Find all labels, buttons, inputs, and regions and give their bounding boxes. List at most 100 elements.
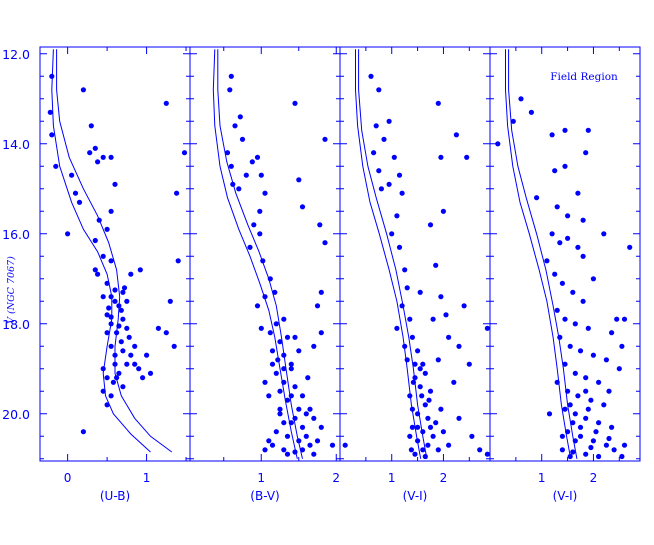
star-point	[128, 271, 134, 277]
star-point	[267, 276, 273, 282]
x-axis-label: (U-B)	[100, 489, 130, 503]
star-point	[404, 285, 410, 291]
star-point	[565, 429, 571, 435]
star-point	[376, 168, 382, 174]
star-point	[562, 406, 568, 412]
star-point	[251, 222, 257, 228]
star-point	[565, 235, 571, 241]
star-point	[580, 217, 586, 223]
star-point	[318, 424, 324, 430]
star-point	[373, 123, 379, 129]
star-point	[329, 442, 336, 448]
star-point	[163, 330, 169, 336]
star-point	[140, 375, 146, 381]
star-point	[292, 384, 298, 390]
star-point	[409, 424, 415, 430]
star-point	[257, 208, 263, 214]
star-point	[583, 388, 589, 394]
star-point	[396, 244, 403, 250]
star-point	[228, 163, 234, 169]
star-point	[299, 204, 306, 210]
y-tick-label: 12.0	[2, 47, 30, 62]
panel-contents	[47, 49, 633, 460]
isochrone-2	[508, 49, 578, 459]
star-point	[247, 244, 253, 250]
x-tick-label: 2	[590, 471, 598, 485]
star-point	[272, 289, 278, 295]
star-point	[572, 321, 578, 327]
star-point	[281, 316, 287, 322]
isochrone-2	[358, 49, 428, 459]
star-point	[277, 411, 283, 417]
star-point	[106, 305, 112, 311]
star-point	[104, 312, 110, 318]
star-point	[484, 325, 490, 331]
star-point	[273, 429, 279, 435]
star-point	[583, 415, 589, 421]
star-point	[616, 366, 622, 372]
star-point	[266, 438, 272, 444]
star-point	[100, 294, 106, 300]
star-point	[583, 451, 589, 457]
star-point	[438, 154, 444, 160]
star-point	[266, 393, 272, 399]
star-point	[593, 429, 599, 435]
star-point	[596, 379, 602, 385]
star-point	[116, 303, 122, 309]
star-point	[100, 366, 106, 372]
star-point	[559, 433, 566, 439]
panel-3-plot	[342, 49, 490, 460]
star-point	[224, 150, 231, 156]
star-point	[341, 155, 346, 160]
star-point	[108, 154, 114, 160]
star-point	[433, 262, 439, 268]
star-point	[435, 100, 441, 106]
star-point	[402, 343, 408, 349]
star-point	[104, 330, 110, 336]
star-point	[415, 411, 421, 417]
star-point	[565, 213, 571, 219]
star-point	[128, 352, 134, 358]
star-point	[275, 357, 281, 363]
star-point	[371, 150, 377, 156]
isochrone-1	[505, 49, 572, 459]
y-tick-label: 18.0	[2, 317, 30, 332]
star-point	[567, 453, 573, 460]
star-point	[408, 447, 414, 453]
star-point	[580, 298, 586, 304]
star-point	[108, 343, 114, 349]
star-point	[420, 429, 426, 435]
star-point	[49, 132, 55, 138]
star-point	[446, 334, 452, 340]
x-tick-label: 1	[388, 471, 396, 485]
star-point	[585, 325, 591, 331]
star-point	[609, 424, 615, 430]
star-point	[121, 285, 128, 291]
x-tick-label: 0	[64, 471, 72, 485]
star-point	[554, 379, 560, 385]
star-point	[412, 451, 418, 457]
star-point	[104, 226, 110, 232]
y-tick-label: 16.0	[2, 227, 30, 242]
star-point	[420, 361, 426, 367]
star-point	[601, 402, 607, 408]
star-point	[317, 222, 323, 228]
star-point	[112, 361, 118, 367]
star-point	[422, 402, 428, 408]
panel-2-plot	[212, 49, 346, 459]
star-point	[243, 172, 249, 178]
star-point	[311, 451, 317, 457]
star-point	[299, 447, 306, 453]
star-point	[570, 289, 576, 295]
star-point	[391, 154, 397, 160]
star-point	[572, 438, 578, 444]
star-point	[322, 240, 328, 246]
panel-1-frame	[39, 46, 191, 462]
star-point	[606, 435, 612, 442]
star-point	[426, 397, 432, 403]
star-point	[307, 442, 313, 448]
star-point	[614, 316, 620, 322]
star-point	[269, 348, 276, 354]
x-axis-label: (B-V)	[250, 489, 279, 503]
